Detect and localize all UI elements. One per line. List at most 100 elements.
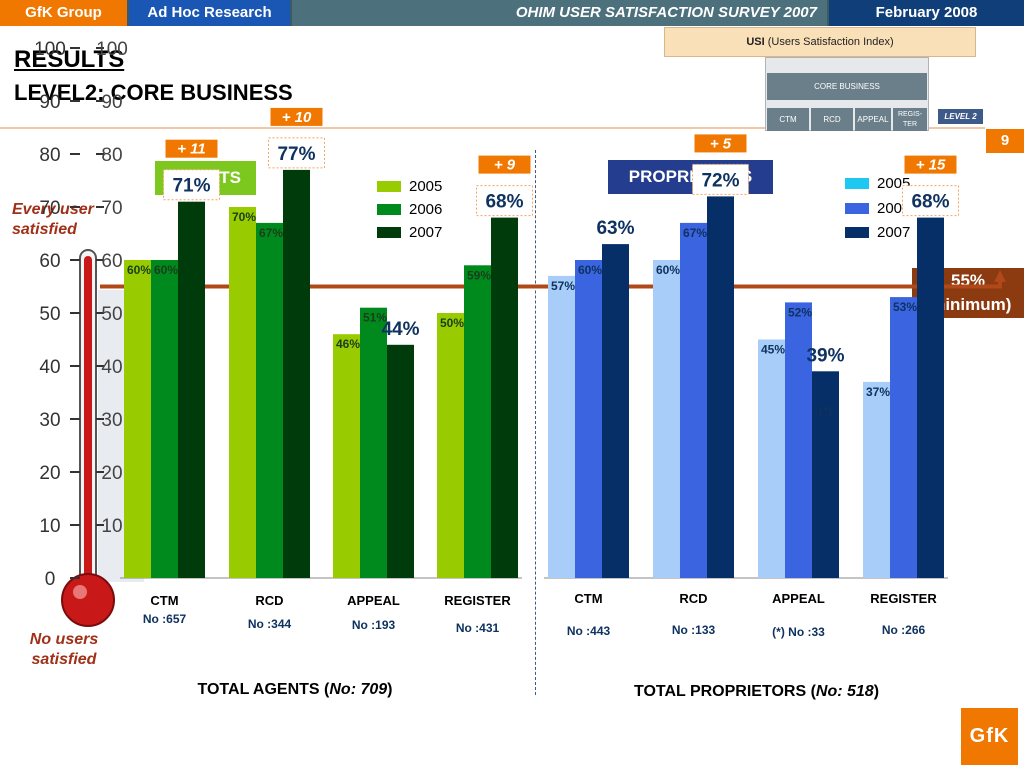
category-label-appeal: APPEAL (772, 591, 825, 606)
total-proprietors-suffix: ) (873, 683, 880, 700)
change-badge-label-register: + 15 (916, 157, 946, 174)
total-proprietors: TOTAL PROPRIETORS (No: 518) (584, 683, 929, 701)
legend-label: 2005 (409, 178, 443, 195)
change-badge-register (478, 155, 531, 174)
bar-ctm-2006 (151, 260, 178, 578)
value-label-ctm-2005: 57% (551, 279, 575, 293)
thermometer-outer-label: 10 (39, 516, 60, 537)
value-label-appeal-2007: 39% (806, 345, 844, 366)
change-badge-rcd (694, 134, 747, 153)
legend-label: 2007 (877, 224, 911, 241)
value-label-appeal-2006: 52% (788, 305, 812, 319)
category-label-rcd: RCD (255, 593, 283, 608)
bar-ctm-2006 (575, 260, 602, 578)
section-divider (535, 150, 536, 695)
thermometer-inner-label: 20 (101, 463, 122, 484)
bar-appeal-2005 (333, 334, 360, 578)
thermometer-bottom-label: No users satisfied (29, 631, 99, 668)
sample-size-register: No :431 (456, 621, 500, 635)
thermometer-inner-label: 40 (101, 357, 122, 378)
value-label-rcd-2006: 67% (259, 226, 283, 240)
change-badge-register (904, 155, 957, 174)
bar-ctm-2007 (602, 244, 629, 578)
thermometer-inner-label: 80 (101, 145, 122, 166)
thermometer-inner-label: 10 (101, 516, 122, 537)
thermometer-outer-label: 90 (39, 92, 60, 113)
change-badge-label-rcd: + 10 (282, 109, 312, 126)
value-label-rcd-2005: 70% (232, 210, 256, 224)
value-label-rcd-2005: 60% (656, 263, 680, 277)
bar-appeal-2007 (387, 344, 414, 578)
bar-rcd-2005 (229, 207, 256, 578)
value-label-rcd-2007: 72% (701, 170, 739, 191)
thermometer-outer-label: 100 (34, 39, 66, 60)
value-box (902, 185, 959, 217)
change-badge-ctm (165, 139, 218, 158)
bar-ctm-2005 (124, 260, 151, 578)
thermometer-inner-label: 30 (101, 410, 122, 431)
legend-swatch (845, 178, 869, 189)
change-badge-rcd (270, 107, 323, 126)
category-label-ctm: CTM (150, 593, 178, 608)
value-label-register-2007: 68% (911, 192, 949, 213)
diagram-ctm: CTM (767, 108, 809, 131)
usi-box: USI (Users Satisfaction Index) (664, 27, 976, 57)
thermometer-inner-label: 90 (101, 92, 122, 113)
diagram-level-tag: LEVEL 2 (938, 109, 983, 124)
page-title: RESULTS (14, 46, 125, 73)
thermometer-top-label: Every user satisfied (12, 201, 94, 238)
thermometer-inner-label: 100 (96, 39, 128, 60)
value-label-appeal-2006: 51% (363, 311, 387, 325)
bar-appeal-2005 (758, 339, 785, 578)
legend-swatch (845, 227, 869, 238)
value-label-ctm-2006: 60% (578, 263, 602, 277)
value-label-register-2006: 53% (893, 300, 917, 314)
section-label: Ad Hoc Research (129, 0, 290, 26)
sample-size-ctm: No :443 (567, 624, 611, 638)
change-badge-label-rcd: + 5 (710, 135, 732, 152)
page-subtitle: LEVEL2: CORE BUSINESS (14, 80, 293, 105)
note-appeal: (*) (819, 403, 833, 418)
bar-appeal-2006 (360, 307, 387, 578)
bar-register-2006 (890, 297, 917, 578)
usi-description: (Users Satisfaction Index) (764, 36, 894, 48)
value-label-ctm-2006: 60% (154, 263, 178, 277)
bar-register-2007 (491, 217, 518, 578)
header-bar: GfK Group Ad Hoc Research OHIM USER SATI… (0, 0, 1024, 26)
sample-size-appeal: (*) No :33 (772, 625, 825, 639)
bar-ctm-2005 (548, 275, 575, 578)
thermometer-outer-label: 40 (39, 357, 60, 378)
diagram-rcd: RCD (811, 108, 853, 131)
usi-label: USI (746, 36, 765, 48)
legend-swatch (377, 227, 401, 238)
value-label-ctm-2007: 71% (172, 176, 210, 197)
thermometer-mercury (84, 256, 92, 590)
value-label-rcd-2007: 77% (277, 144, 315, 165)
bar-register-2005 (437, 313, 464, 578)
minimum-label: (minimum) (924, 295, 1012, 314)
value-label-register-2006: 59% (467, 268, 491, 282)
bar-rcd-2005 (653, 260, 680, 578)
diagram-register: REGIS-TER (893, 108, 927, 131)
value-box (268, 137, 325, 169)
bar-register-2006 (464, 265, 491, 578)
bar-rcd-2007 (283, 169, 310, 578)
total-proprietors-prefix: TOTAL PROPRIETORS ( (633, 683, 816, 700)
value-label-appeal-2005: 45% (761, 343, 785, 357)
thermometer-outer-label: 20 (39, 463, 60, 484)
value-label-register-2005: 37% (866, 385, 890, 399)
change-badge-label-ctm: + 11 (177, 141, 206, 158)
brand-label: GfK Group (0, 0, 127, 26)
value-label-register-2007: 68% (485, 192, 523, 213)
thermometer-outer-label: 80 (39, 145, 60, 166)
thermometer-bulb (61, 573, 115, 627)
value-label-ctm-2007: 63% (596, 218, 634, 239)
diagram-appeal: APPEAL (855, 108, 891, 131)
thermometer-outer-label: 70 (39, 198, 60, 219)
total-proprietors-count: No: 518 (815, 683, 874, 700)
bar-ctm-2007 (178, 201, 205, 578)
survey-title: OHIM USER SATISFACTION SURVEY 2007 (292, 0, 827, 26)
value-box (163, 169, 220, 201)
thermometer-inner-label: 60 (101, 251, 122, 272)
thermometer-bulb-highlight (73, 585, 87, 599)
